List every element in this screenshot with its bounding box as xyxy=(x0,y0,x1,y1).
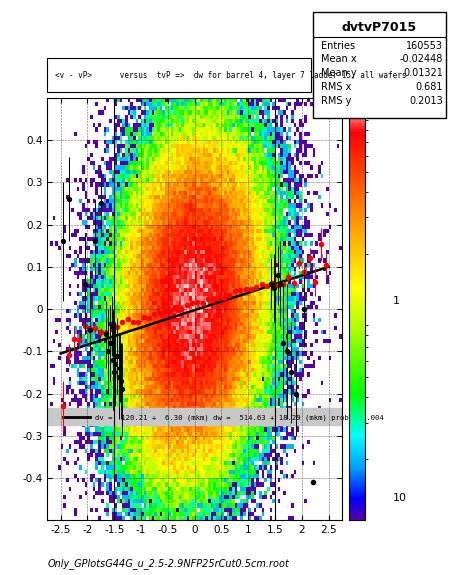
Text: 0.2013: 0.2013 xyxy=(409,96,443,106)
Text: 10: 10 xyxy=(393,493,407,504)
Text: Entries: Entries xyxy=(321,41,355,51)
Text: RMS y: RMS y xyxy=(321,96,351,106)
FancyBboxPatch shape xyxy=(313,12,446,118)
Text: Mean y: Mean y xyxy=(321,68,356,78)
Text: dv =  120.21 +  6.30 (mkm) dw =  514.63 + 18.29 (mkm) prob = 0.004: dv = 120.21 + 6.30 (mkm) dw = 514.63 + 1… xyxy=(95,414,384,420)
Text: 0.681: 0.681 xyxy=(415,82,443,92)
Text: Only_GPlotsG44G_u_2.5-2.9NFP25rCut0.5cm.root: Only_GPlotsG44G_u_2.5-2.9NFP25rCut0.5cm.… xyxy=(47,558,289,569)
Text: RMS x: RMS x xyxy=(321,82,351,92)
Bar xyxy=(47,408,342,426)
Text: 1: 1 xyxy=(393,296,400,305)
Text: dvtvP7015: dvtvP7015 xyxy=(342,21,417,34)
Text: 160553: 160553 xyxy=(406,41,443,51)
Text: -0.02448: -0.02448 xyxy=(400,55,443,64)
Text: <v - vP>      versus  tvP =>  dw for barrel 4, layer 7 ladder 15, all wafers: <v - vP> versus tvP => dw for barrel 4, … xyxy=(55,71,407,80)
FancyBboxPatch shape xyxy=(47,58,310,92)
Text: Mean x: Mean x xyxy=(321,55,356,64)
Text: 10: 10 xyxy=(393,98,407,108)
Text: 0.01321: 0.01321 xyxy=(403,68,443,78)
